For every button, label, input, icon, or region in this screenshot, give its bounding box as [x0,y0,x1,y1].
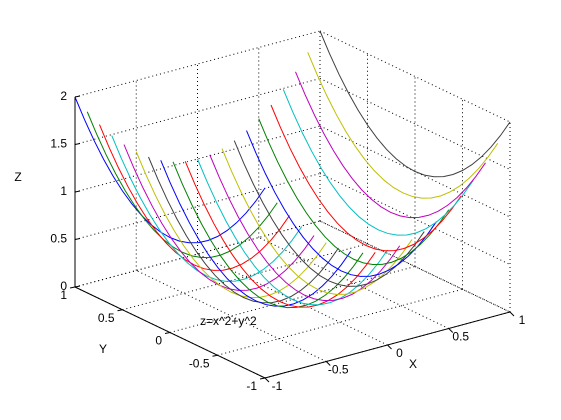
tick-mark [212,354,218,357]
curve [307,52,499,199]
y-tick-label: 0.5 [98,311,115,325]
tick-mark [74,143,81,145]
x-tick-label: -1 [272,379,283,393]
z-tick-label: 0 [60,279,67,293]
tick-mark [387,344,392,350]
tick-mark [509,311,515,317]
tick-mark [259,377,266,380]
x-tick-label: -0.5 [328,363,349,377]
curve [172,161,364,309]
x-tick-label: 1 [519,313,526,327]
curve [160,160,352,307]
y-axis-label: Y [99,342,107,356]
z-tick-label: 1 [60,184,67,198]
tick-mark [264,377,270,383]
curve [99,124,290,271]
y-tick-label: -0.5 [189,356,210,370]
curve [233,140,425,287]
annotation: z=x^2+y^2 [200,314,257,328]
curve [282,89,474,236]
curve [258,118,450,266]
curve [135,151,327,299]
y-tick-label: -1 [246,379,257,393]
curve [111,135,303,282]
z-tick-label: 0.5 [50,232,67,246]
z-tick-label: 1.5 [50,137,67,151]
tick-mark [74,95,81,98]
curve [148,156,339,304]
tick-mark [74,238,81,240]
z-tick-label: 2 [60,89,67,103]
curve [295,71,486,219]
tick-mark [448,328,454,333]
tick-mark [74,190,81,193]
tick-mark [164,332,171,334]
z-axis-label: Z [14,170,21,184]
tick-mark [69,286,76,289]
y-tick-label: 0 [155,334,162,348]
curve [270,104,462,252]
tick-mark [74,285,81,288]
tick-mark [325,361,331,366]
curve [221,148,413,295]
x-tick-label: 0.5 [452,330,469,344]
curve [209,154,401,302]
curve [86,111,278,259]
curve [184,161,376,308]
curve [197,158,388,306]
curve [246,130,437,277]
x-axis-label: X [409,357,417,371]
curve [74,96,266,244]
y-tick-label: 1 [60,288,67,302]
x-tick-label: 0 [396,346,403,360]
curve [319,30,511,178]
tick-mark [117,309,123,312]
